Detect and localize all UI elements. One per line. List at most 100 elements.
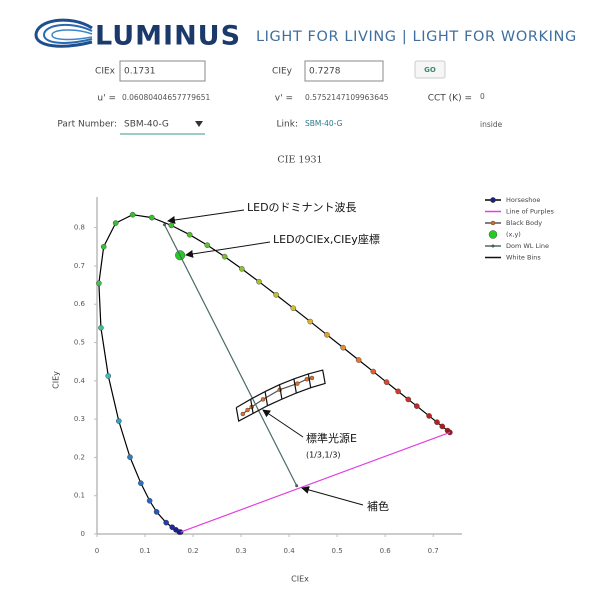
- tagline: LIGHT FOR LIVING | LIGHT FOR WORKING: [256, 29, 577, 45]
- series-line: [98, 214, 451, 533]
- data-point: [127, 454, 133, 460]
- data-point: [146, 497, 153, 504]
- annotation: 標準光源E: [306, 431, 357, 445]
- x-tick-label: 0.3: [236, 547, 247, 555]
- part-label: Part Number:: [57, 120, 117, 130]
- data-point: [295, 381, 300, 386]
- data-point: [260, 397, 266, 402]
- legend-swatch: [488, 230, 498, 239]
- y-tick-label: 0: [81, 530, 85, 538]
- arrow: [185, 241, 271, 258]
- y-tick-label: 0.8: [74, 224, 85, 232]
- data-point: [168, 222, 175, 229]
- v-value: 0.5752147109963645: [305, 93, 389, 102]
- annotation: LEDのCIEx,CIEy座標: [273, 232, 380, 246]
- data-point: [204, 242, 211, 248]
- annotation: (1/3,1/3): [306, 451, 341, 460]
- arrow: [301, 486, 364, 506]
- data-point: [309, 375, 315, 381]
- annotation: 補色: [367, 499, 389, 513]
- ciex-input[interactable]: [119, 60, 206, 82]
- data-point: [439, 423, 446, 430]
- data-point: [153, 509, 160, 515]
- series-line: [242, 377, 313, 415]
- ciey-label: CIEy: [272, 67, 293, 77]
- part-value: SBM-40-G: [124, 120, 169, 130]
- legend-label: White Bins: [506, 254, 541, 262]
- y-tick-label: 0.1: [74, 492, 85, 500]
- dropdown-arrow: [195, 121, 203, 127]
- go-button[interactable]: [414, 60, 446, 79]
- status: inside: [480, 120, 503, 129]
- data-point: [138, 480, 144, 486]
- x-axis-label: CIEx: [291, 575, 309, 584]
- legend-label: Line of Purples: [506, 208, 554, 216]
- data-point: [355, 357, 362, 363]
- data-point: [96, 280, 102, 287]
- cct-value: 0: [480, 92, 485, 101]
- data-point: [240, 411, 246, 417]
- data-point: [116, 418, 122, 424]
- logo: LUMINUS LIGHT FOR LIVING | LIGHT FOR WOR…: [34, 18, 577, 52]
- arrow: [262, 409, 304, 438]
- data-point: [256, 278, 262, 285]
- v-label: v' =: [275, 94, 293, 104]
- x-tick-label: 0.4: [284, 547, 296, 555]
- series-line: [235, 369, 326, 422]
- data-point: [290, 305, 297, 312]
- plot: 0 0.1 0.2 0.3 0.4 0.5 0.6 0.7 0 0.1 0.2 0.3 0.4 0.5 0.…: [74, 197, 462, 555]
- brand: LUMINUS: [95, 21, 241, 52]
- data-point: [221, 253, 228, 260]
- x-tick-label: 0.1: [139, 547, 150, 555]
- data-point: [100, 243, 107, 250]
- data-point: [383, 379, 390, 385]
- data-point: [163, 519, 169, 526]
- ciey-input[interactable]: [304, 60, 384, 82]
- y-tick-label: 0.7: [74, 262, 85, 270]
- legend-label: (x,y): [506, 231, 521, 239]
- data-point: [105, 373, 112, 379]
- data-point: [340, 344, 346, 351]
- data-point: [112, 220, 119, 226]
- y-tick-label: 0.3: [74, 415, 85, 423]
- data-point: [149, 214, 155, 221]
- legend-swatch: [491, 244, 495, 248]
- series-line: [163, 224, 298, 487]
- y-axis-label: CIEy: [52, 371, 61, 389]
- legend-label: Black Body: [506, 219, 542, 227]
- ciex-label: CIEx: [95, 67, 116, 77]
- data-point: [162, 223, 166, 227]
- link-label: Link:: [277, 120, 298, 130]
- y-tick-label: 0.2: [74, 453, 85, 461]
- link[interactable]: SBM-40-G: [305, 119, 343, 128]
- arrow: [167, 209, 245, 224]
- data-point: [186, 231, 193, 238]
- x-tick-label: 0.6: [380, 547, 392, 555]
- data-point: [129, 211, 136, 218]
- cct-label: CCT (K) =: [428, 94, 472, 104]
- chart-title: CIE 1931: [277, 155, 322, 166]
- data-point: [413, 403, 420, 409]
- data-point: [370, 368, 377, 375]
- y-tick-label: 0.4: [74, 377, 86, 385]
- series-line: [180, 431, 451, 533]
- go-label: GO: [424, 66, 436, 74]
- legend-label: Dom WL Line: [506, 242, 549, 250]
- u-label: u' =: [97, 94, 116, 104]
- x-tick-label: 0.2: [187, 547, 198, 555]
- data-point: [239, 266, 245, 272]
- data-point: [434, 419, 440, 425]
- data-point: [395, 388, 401, 395]
- x-tick-label: 0.7: [428, 547, 439, 555]
- data-point: [169, 524, 176, 531]
- u-value: 0.06080404657779651: [122, 93, 211, 102]
- y-tick-label: 0.6: [74, 300, 86, 308]
- legend: Horseshoe Line of Purples Black Body (x,y) D…: [485, 196, 554, 262]
- data-point: [307, 318, 314, 325]
- legend-swatch: [490, 220, 496, 226]
- data-point: [245, 407, 250, 413]
- x-tick-label: 0.5: [332, 547, 343, 555]
- part-select[interactable]: SBM-40-G: [120, 120, 205, 135]
- annotations: LEDのドミナント波長 LEDのCIEx,CIEy座標 標準光源E (1/3,1…: [167, 201, 389, 513]
